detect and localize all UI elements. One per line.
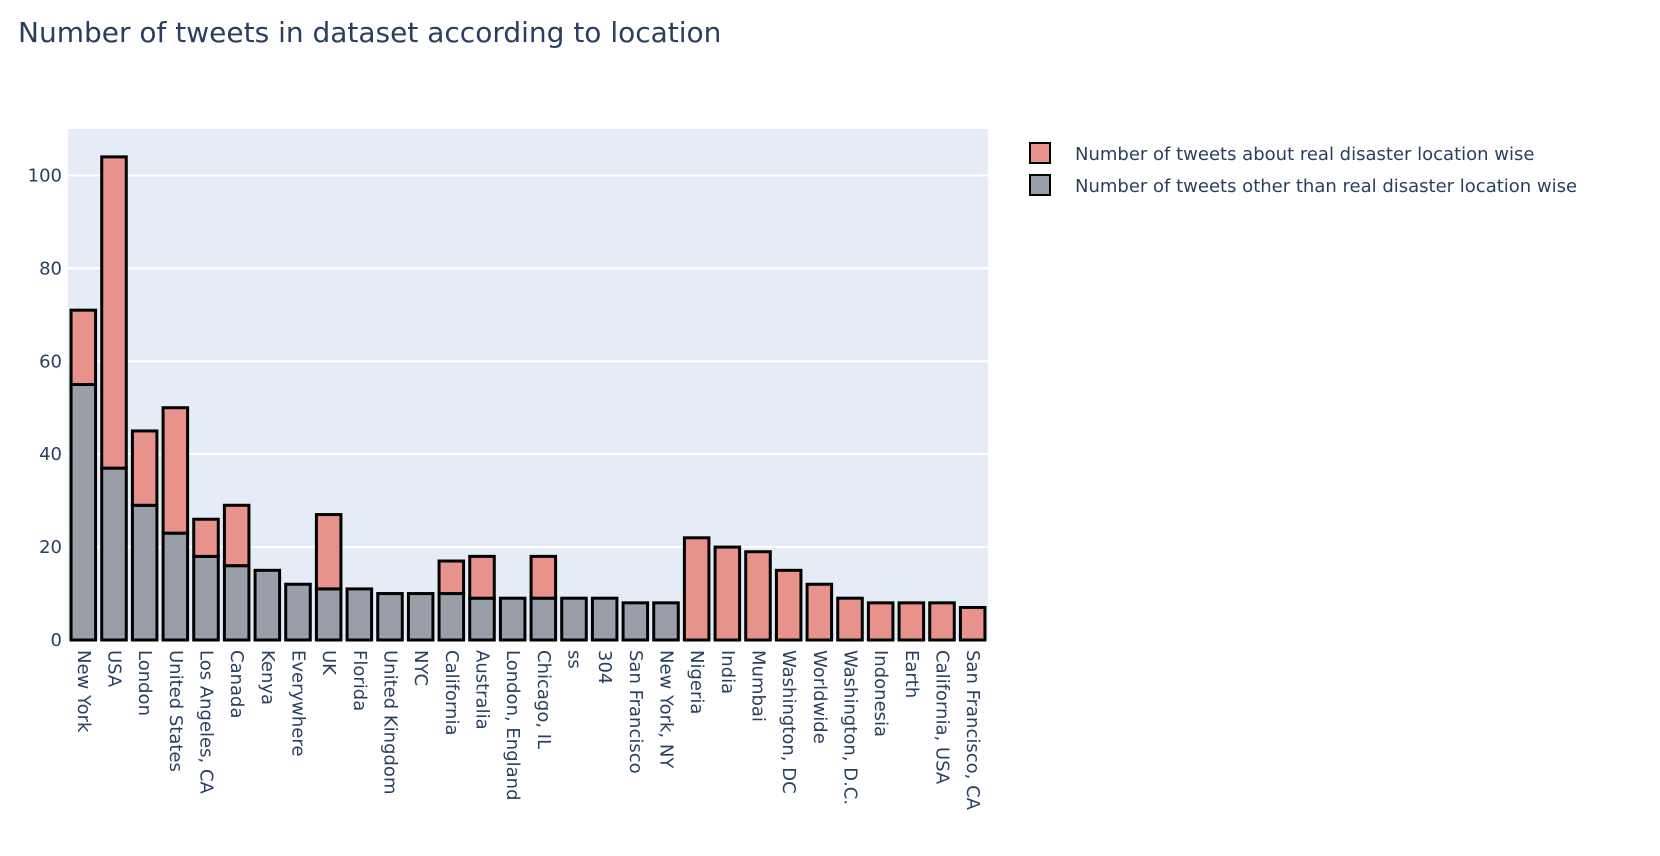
bars: [69, 155, 987, 642]
x-tick-label: Canada: [226, 650, 247, 719]
bar-other[interactable]: [376, 592, 404, 642]
bar-real-disaster[interactable]: [100, 155, 128, 470]
y-tick-label: 40: [39, 444, 62, 465]
bar-other[interactable]: [529, 596, 558, 642]
bar-other[interactable]: [345, 587, 374, 642]
legend-label: Number of tweets about real disaster loc…: [1075, 144, 1534, 165]
x-tick-label: India: [717, 650, 738, 694]
legend-item[interactable]: Number of tweets other than real disaste…: [1029, 174, 1577, 197]
x-tick-label: California, USA: [932, 650, 953, 785]
x-tick-label: Nigeria: [686, 650, 707, 714]
bar-other[interactable]: [652, 601, 680, 642]
bar-real-disaster[interactable]: [529, 554, 558, 600]
x-tick-label: UK: [318, 650, 339, 676]
bar-real-disaster[interactable]: [222, 503, 251, 568]
grid-lines: [68, 174, 988, 549]
legend-swatch: [1029, 142, 1051, 164]
x-tick-label: United States: [165, 650, 186, 772]
bar-real-disaster[interactable]: [130, 429, 159, 507]
bar-real-disaster[interactable]: [468, 554, 496, 600]
x-tick-label: Washington, D.C.: [840, 650, 861, 805]
x-tick-label: Los Angeles, CA: [196, 650, 217, 795]
x-tick-label: London, England: [502, 650, 523, 801]
bar-other[interactable]: [498, 596, 527, 642]
bar-real-disaster[interactable]: [192, 517, 220, 558]
legend-item[interactable]: Number of tweets about real disaster loc…: [1029, 142, 1534, 165]
bar-other[interactable]: [437, 592, 466, 642]
bar-other[interactable]: [406, 592, 435, 642]
x-tick-label: Indonesia: [870, 650, 891, 737]
bar-other[interactable]: [284, 582, 312, 642]
x-tick-label: San Francisco: [625, 650, 646, 774]
y-tick-label: 20: [39, 537, 62, 558]
bar-real-disaster[interactable]: [805, 582, 834, 642]
chart-title: Number of tweets in dataset according to…: [18, 16, 721, 49]
x-tick-label: ss: [564, 650, 585, 669]
x-tick-label: San Francisco, CA: [962, 650, 983, 811]
legend[interactable]: Number of tweets about real disaster loc…: [1029, 142, 1577, 197]
x-tick-label: Florida: [349, 650, 370, 711]
x-tick-label: California: [441, 650, 462, 735]
bar-real-disaster[interactable]: [744, 550, 772, 642]
bar-other[interactable]: [590, 596, 619, 642]
x-tick-label: Australia: [472, 650, 493, 730]
y-tick-label: 80: [39, 258, 62, 279]
bar-real-disaster[interactable]: [161, 406, 190, 535]
bar-other[interactable]: [468, 596, 496, 642]
bar-real-disaster[interactable]: [836, 596, 864, 642]
x-tick-label: Worldwide: [809, 650, 830, 744]
bar-real-disaster[interactable]: [314, 513, 343, 591]
bar-other[interactable]: [69, 383, 98, 642]
bar-real-disaster[interactable]: [774, 568, 803, 642]
x-tick-label: USA: [104, 650, 125, 688]
bar-other[interactable]: [100, 466, 128, 642]
bar-real-disaster[interactable]: [69, 308, 98, 386]
plot-area: [68, 129, 988, 640]
bar-other[interactable]: [192, 554, 220, 642]
bar-other[interactable]: [314, 587, 343, 642]
bar-other[interactable]: [130, 503, 159, 642]
x-tick-label: NYC: [410, 650, 431, 686]
x-tick-label: United Kingdom: [380, 650, 401, 794]
legend-label: Number of tweets other than real disaste…: [1075, 176, 1577, 197]
bar-real-disaster[interactable]: [928, 601, 956, 642]
bar-real-disaster[interactable]: [866, 601, 895, 642]
x-tick-label: Washington, DC: [778, 650, 799, 794]
bar-other[interactable]: [560, 596, 588, 642]
x-tick-label: Kenya: [257, 650, 278, 705]
bar-real-disaster[interactable]: [897, 601, 926, 642]
bar-other[interactable]: [253, 568, 282, 642]
bar-real-disaster[interactable]: [682, 536, 711, 642]
x-axis-ticks: New York USA London United States Los Angele…: [73, 650, 983, 811]
y-tick-label: 100: [28, 165, 62, 186]
bar-real-disaster[interactable]: [437, 559, 466, 596]
bar-other[interactable]: [161, 531, 190, 642]
x-tick-label: Chicago, IL: [533, 650, 554, 749]
x-tick-label: Everywhere: [288, 650, 309, 756]
y-tick-label: 60: [39, 351, 62, 372]
x-tick-label: New York: [73, 650, 94, 733]
y-axis-ticks: 0 20 40 60 80 100: [28, 165, 62, 651]
x-tick-label: London: [134, 650, 155, 716]
x-tick-label: 304: [594, 650, 615, 684]
x-tick-label: New York, NY: [656, 650, 677, 769]
legend-swatch: [1029, 174, 1051, 196]
bar-other[interactable]: [621, 601, 650, 642]
bar-other[interactable]: [222, 564, 251, 642]
y-tick-label: 0: [51, 630, 62, 651]
x-tick-label: Earth: [901, 650, 922, 698]
bar-real-disaster[interactable]: [958, 605, 987, 642]
bar-real-disaster[interactable]: [713, 545, 742, 642]
x-tick-label: Mumbai: [748, 650, 769, 722]
